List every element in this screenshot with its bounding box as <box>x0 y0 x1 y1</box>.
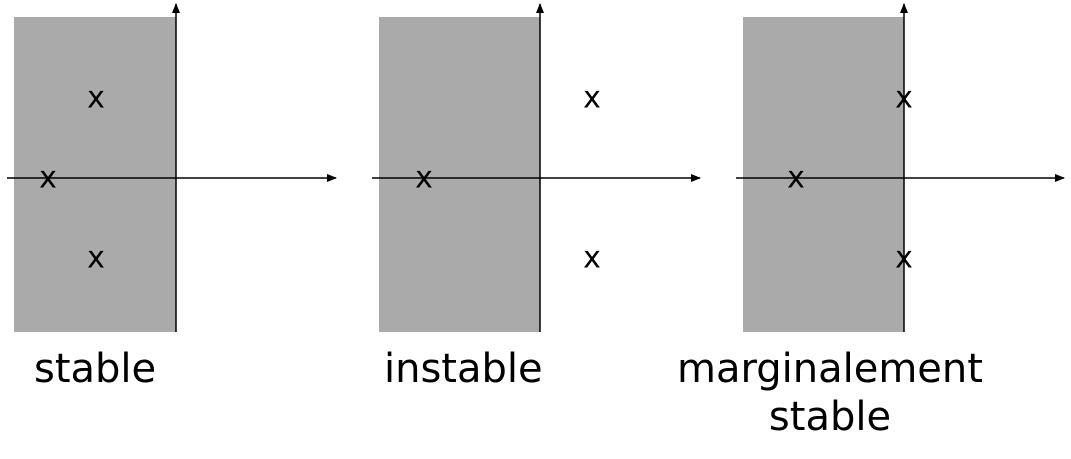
caption-marginal-line-1: marginalement <box>677 346 983 392</box>
stable-region-instable <box>379 17 540 332</box>
pole-marker-instable-0: x <box>583 81 601 116</box>
caption-stable: stable <box>34 345 156 393</box>
pole-marker-instable-2: x <box>415 161 433 196</box>
stable-region-stable <box>14 17 176 332</box>
caption-marginal-line-2: stable <box>768 394 892 440</box>
caption-instable: instable <box>384 345 543 393</box>
pole-marker-instable-1: x <box>583 241 601 276</box>
pole-marker-marginal-0: x <box>895 81 913 116</box>
stable-region-marginal <box>743 17 904 332</box>
caption-stable-text: stable <box>34 346 157 392</box>
pole-marker-stable-1: x <box>87 241 105 276</box>
panel-stable: x x x <box>7 3 337 332</box>
pole-marker-marginal-2: x <box>787 161 805 196</box>
pole-marker-stable-2: x <box>39 161 57 196</box>
pole-marker-stable-0: x <box>87 81 105 116</box>
panel-marginal: x x x <box>736 3 1065 332</box>
panel-instable: x x x <box>372 3 701 332</box>
caption-marginal: marginalement stable <box>660 345 1000 441</box>
caption-instable-text: instable <box>384 346 543 392</box>
pole-marker-marginal-1: x <box>895 241 913 276</box>
